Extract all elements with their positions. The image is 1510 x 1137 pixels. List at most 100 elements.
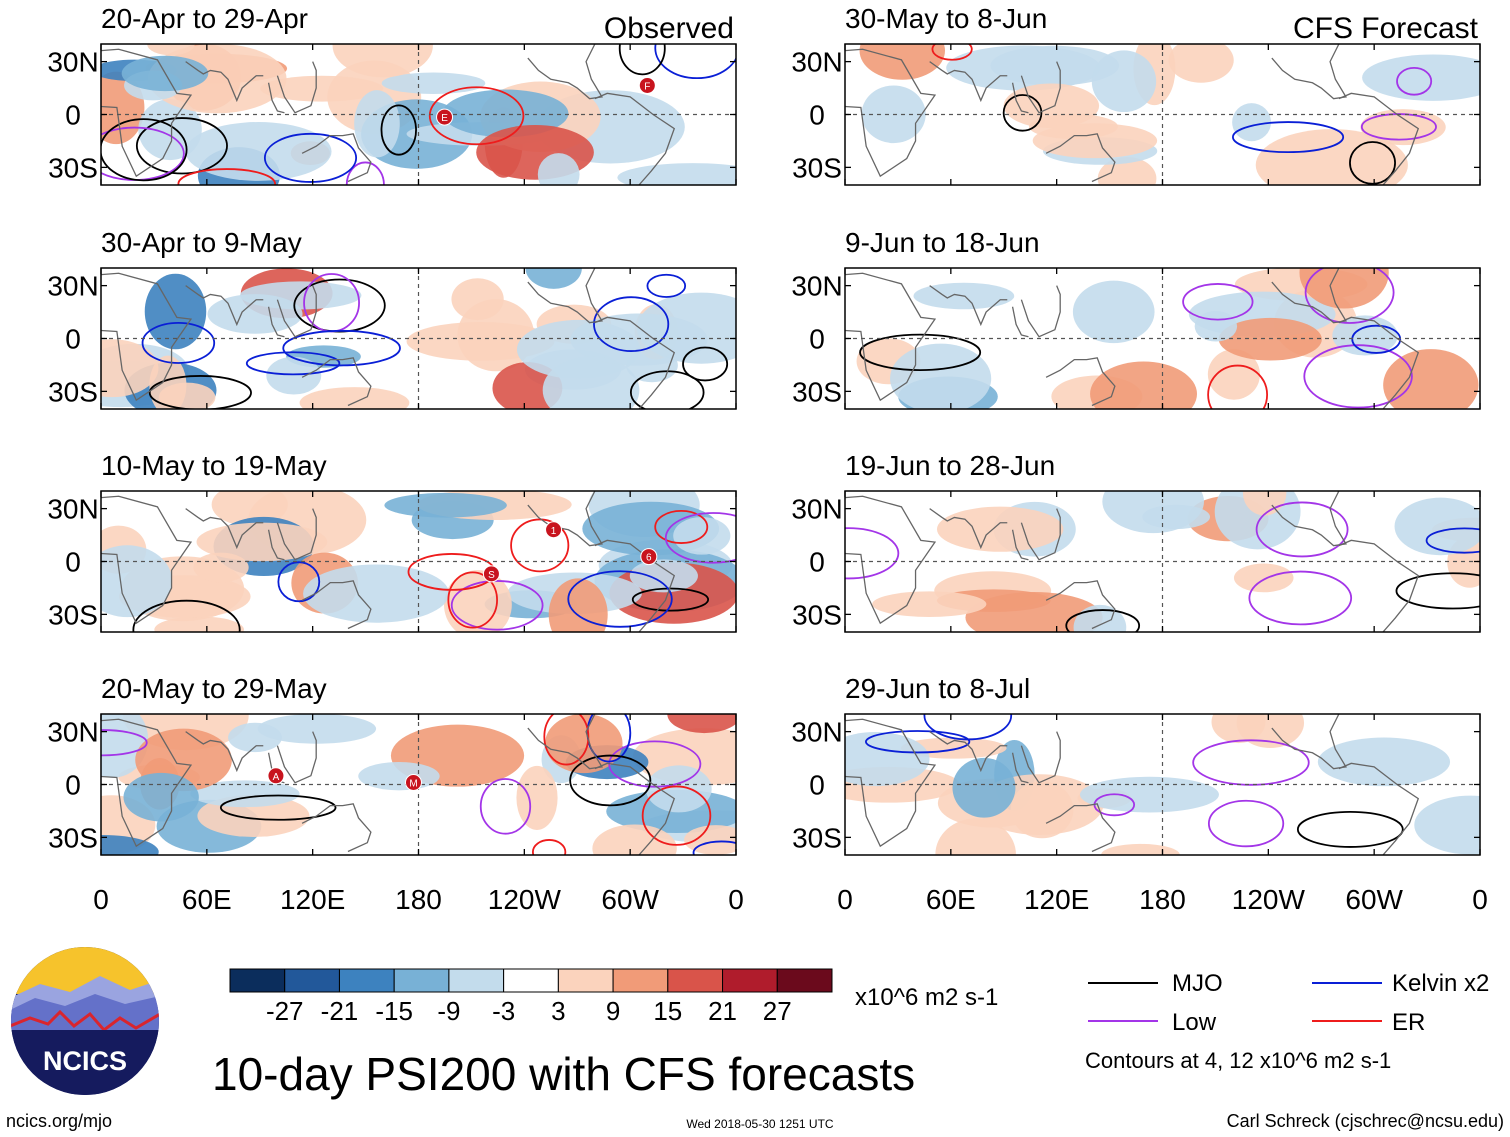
panel-period-title: 29-Jun to 8-Jul [845, 673, 1030, 704]
map-panel: 30N 0 30S 30-Apr to 9-May [47, 227, 737, 410]
x-tick-label: 60E [926, 884, 976, 915]
storm-marker: S [482, 565, 500, 583]
colorbar-swatch [557, 968, 614, 993]
storm-label: 6 [646, 553, 652, 564]
panel-period-title: 19-Jun to 28-Jun [845, 450, 1055, 481]
storm-label: A [273, 772, 280, 783]
y-tick-label: 0 [809, 770, 825, 801]
y-tick-label: 30S [48, 152, 98, 183]
forecast-label: CFS Forecast [1293, 12, 1479, 45]
x-tick-label: 120E [280, 884, 345, 915]
y-tick-label: 30N [47, 717, 98, 748]
y-tick-label: 30S [48, 599, 98, 630]
storm-marker: 6 [640, 548, 658, 566]
colorbar-tick-label: -21 [321, 996, 359, 1026]
y-tick-label: 30S [792, 152, 842, 183]
panel-period-title: 30-May to 8-Jun [845, 3, 1047, 34]
footer-timestamp: Wed 2018-05-30 1251 UTC [686, 1117, 834, 1131]
legend-label-low: Low [1172, 1009, 1217, 1036]
y-tick-label: 30S [792, 599, 842, 630]
panel-period-title: 9-Jun to 18-Jun [845, 227, 1040, 258]
y-tick-label: 30N [791, 717, 842, 748]
y-tick-label: 30N [791, 271, 842, 302]
y-tick-label: 30N [791, 494, 842, 525]
x-tick-label: 0 [837, 884, 853, 915]
storm-label: 1 [551, 526, 557, 537]
legend-label-mjo: MJO [1172, 970, 1223, 997]
colorbar-swatch [667, 968, 724, 993]
colorbar-swatch [776, 968, 833, 993]
map-panel: F E 30N 0 30S 20-Apr to 29-Apr Observed [47, 3, 737, 186]
y-tick-label: 30N [791, 47, 842, 78]
colorbar-swatch [448, 968, 505, 993]
logo-text: NCICS [43, 1046, 127, 1076]
map-panel: M A 30N 0 30S 20-May to 29-May [47, 673, 737, 856]
footer-url: ncics.org/mjo [6, 1111, 112, 1131]
colorbar-swatch [612, 968, 669, 993]
x-tick-label: 120W [488, 884, 562, 915]
colorbar-swatch [503, 968, 559, 993]
y-tick-label: 0 [65, 100, 81, 131]
colorbar-swatch [338, 968, 395, 993]
colorbar-tick-label: -15 [375, 996, 413, 1026]
storm-label: E [441, 113, 448, 124]
panel-period-title: 10-May to 19-May [101, 450, 327, 481]
legend-label-kelvin: Kelvin x2 [1392, 970, 1489, 997]
y-tick-label: 30S [792, 376, 842, 407]
colorbar: -27 -21 -15 -9 -3 3 9 15 21 27 [229, 968, 833, 1026]
storm-marker: A [267, 767, 285, 785]
x-tick-label: 0 [93, 884, 109, 915]
x-tick-label: 60W [1345, 884, 1403, 915]
main-title: 10-day PSI200 with CFS forecasts [212, 1048, 915, 1100]
y-tick-label: 0 [65, 547, 81, 578]
y-tick-label: 30S [48, 822, 98, 853]
observed-label: Observed [604, 12, 734, 45]
storm-marker: E [436, 108, 454, 126]
colorbar-swatch [722, 968, 778, 993]
x-tick-label: 0 [728, 884, 744, 915]
storm-marker: F [638, 76, 656, 94]
map-panel: 30N 0 30S 19-Jun to 28-Jun [791, 450, 1481, 633]
colorbar-tick-label: -3 [492, 996, 515, 1026]
y-tick-label: 0 [809, 547, 825, 578]
y-tick-label: 0 [65, 324, 81, 355]
x-tick-label: 60E [182, 884, 232, 915]
colorbar-tick-label: 27 [763, 996, 792, 1026]
colorbar-tick-label: -9 [437, 996, 460, 1026]
colorbar-tick-label: 21 [708, 996, 737, 1026]
legend: MJO Kelvin x2 Low ER Contours at 4, 12 x… [1085, 970, 1489, 1073]
colorbar-swatch [229, 968, 286, 993]
footer-credit: Carl Schreck (cjschrec@ncsu.edu) [1227, 1111, 1504, 1131]
storm-label: M [409, 779, 417, 790]
legend-label-er: ER [1392, 1009, 1425, 1036]
x-tick-label: 0 [1472, 884, 1488, 915]
x-tick-label: 180 [395, 884, 442, 915]
y-tick-label: 30S [48, 376, 98, 407]
y-tick-label: 0 [65, 770, 81, 801]
ncics-logo: NCICS [11, 947, 159, 1095]
colorbar-tick-label: 3 [551, 996, 565, 1026]
map-panel: 30N 0 30S 29-Jun to 8-Jul [791, 673, 1481, 856]
colorbar-swatch [284, 968, 340, 993]
contour-note: Contours at 4, 12 x10^6 m2 s-1 [1085, 1048, 1391, 1073]
colorbar-tick-label: 9 [606, 996, 620, 1026]
y-tick-label: 0 [809, 100, 825, 131]
colorbar-tick-label: -27 [266, 996, 304, 1026]
x-tick-label: 120E [1024, 884, 1089, 915]
panel-period-title: 30-Apr to 9-May [101, 227, 302, 258]
storm-label: F [644, 81, 650, 92]
x-tick-label: 60W [601, 884, 659, 915]
map-panel: 30N 0 30S 9-Jun to 18-Jun [791, 227, 1481, 410]
colorbar-units: x10^6 m2 s-1 [855, 984, 998, 1011]
storm-marker: 1 [545, 521, 563, 539]
storm-marker: M [404, 774, 422, 792]
colorbar-swatch [393, 968, 450, 993]
panel-period-title: 20-Apr to 29-Apr [101, 3, 308, 34]
colorbar-tick-label: 15 [653, 996, 682, 1026]
map-panels: F E 30N 0 30S 20-Apr to 29-Apr Observed 30N 0 30S… [47, 3, 1481, 856]
storm-label: S [488, 570, 495, 581]
y-tick-label: 30N [47, 494, 98, 525]
x-axis-labels: 0 60E 120E 180 120W 60W 0 0 60E 120E 180 120W 60W 0 [93, 884, 1488, 915]
y-tick-label: 0 [809, 324, 825, 355]
